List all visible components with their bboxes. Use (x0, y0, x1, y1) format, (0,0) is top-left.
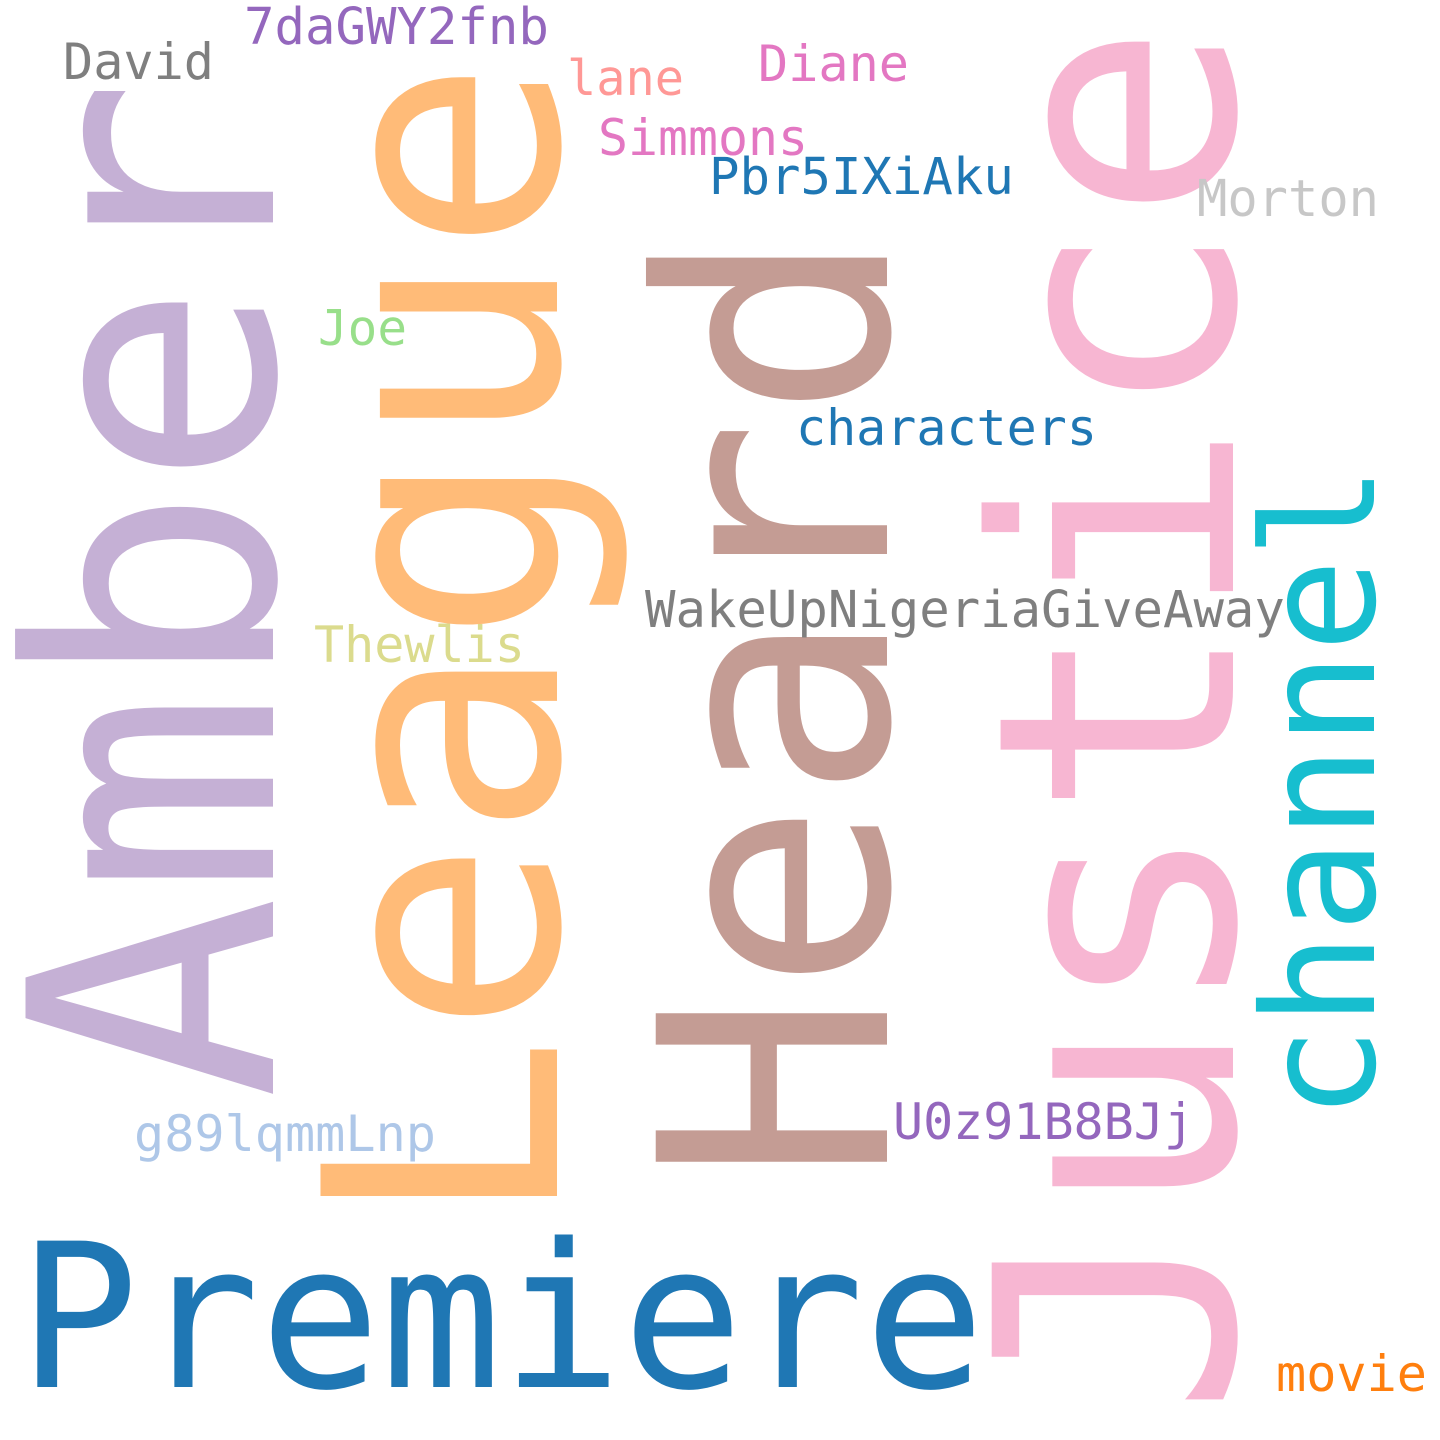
word-characters: characters (796, 399, 1097, 457)
word-7dagwy2fnb: 7daGWY2fnb (244, 0, 549, 56)
word-wakeupnigeriagiveaway: WakeUpNigeriaGiveAway (645, 579, 1285, 639)
word-pbr5ixiaku: Pbr5IXiAku (709, 147, 1014, 207)
word-david: David (63, 32, 214, 92)
word-thewlis: Thewlis (314, 616, 525, 675)
word-simmons: Simmons (598, 108, 808, 167)
word-channel: channel (1229, 465, 1411, 1120)
word-premiere: Premiere (18, 1201, 985, 1435)
word-u0z91b8bjj: U0z91B8BJj (893, 1092, 1194, 1151)
word-movie: movie (1276, 1344, 1427, 1404)
word-heard: Heard (592, 228, 962, 1183)
word-joe: Joe (318, 298, 407, 357)
word-morton: Morton (1197, 169, 1379, 229)
word-diane: Diane (758, 34, 909, 94)
word-lane: lane (567, 51, 684, 108)
word-g89lqmmlnp: g89lqmmLnp (134, 1103, 436, 1163)
